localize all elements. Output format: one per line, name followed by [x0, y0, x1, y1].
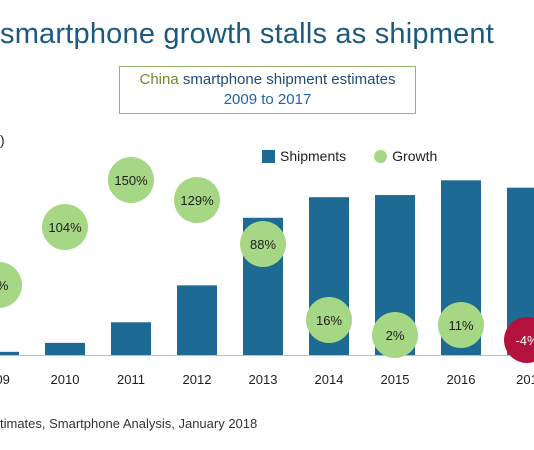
growth-label: 129% [180, 193, 214, 208]
growth-label: -4% [515, 333, 534, 348]
chart-title: China smartphone shipment estimates [120, 70, 415, 90]
growth-label: 11% [448, 318, 473, 333]
x-tick-label: 201 [516, 372, 534, 387]
chart-title-highlight: China [139, 71, 179, 88]
growth-dot [174, 177, 220, 223]
shipment-bar [0, 351, 19, 355]
x-tick-label: 2016 [447, 372, 476, 387]
shipment-bar [45, 342, 85, 355]
growth-dot [504, 317, 534, 363]
growth-label: 16% [316, 313, 342, 328]
legend-shipments-swatch [262, 149, 275, 163]
growth-label: 104% [48, 220, 82, 235]
shipment-bar [111, 322, 151, 355]
chart-title-box: China smartphone shipment estimates 2009… [119, 66, 416, 114]
x-tick-label: 009 [0, 372, 10, 387]
growth-dot [372, 312, 418, 358]
chart-subtitle: 2009 to 2017 [223, 91, 312, 108]
y-unit-fragment: ) [0, 132, 5, 148]
x-tick-label: 2011 [117, 372, 145, 387]
x-tick-label: 2012 [183, 372, 212, 387]
growth-label: 150% [114, 173, 148, 188]
growth-dot [42, 204, 88, 250]
growth-label: 3% [0, 278, 9, 293]
legend-shipments-label: Shipments [280, 148, 347, 164]
x-tick-label: 2013 [249, 372, 278, 387]
legend-growth-label: Growth [392, 148, 438, 164]
x-tick-label: 2015 [381, 372, 410, 387]
chart-title-rest: smartphone shipment estimates [178, 71, 396, 88]
headline: smartphone growth stalls as shipment [0, 18, 494, 50]
growth-dot [438, 302, 484, 348]
legend: Shipments Growth [262, 148, 437, 164]
x-tick-label: 2014 [315, 372, 344, 387]
x-tick-label: 2010 [51, 372, 80, 387]
shipment-bar [177, 285, 217, 355]
growth-dot [108, 157, 154, 203]
growth-dot [0, 262, 22, 308]
growth-dot [306, 297, 352, 343]
growth-dot [240, 221, 286, 267]
growth-label: 2% [386, 328, 405, 343]
source-note: timates, Smartphone Analysis, January 20… [0, 416, 258, 431]
growth-label: 88% [250, 237, 276, 252]
legend-growth-swatch [374, 149, 388, 163]
